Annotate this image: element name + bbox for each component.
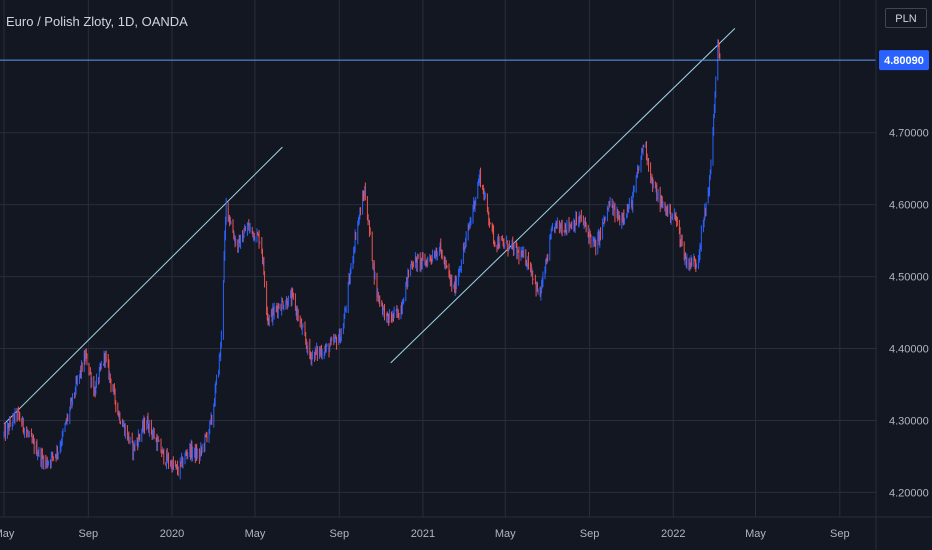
last-price-label: 4.80090 bbox=[879, 50, 929, 71]
candlestick-series bbox=[3, 39, 721, 480]
time-tick-label: May bbox=[0, 528, 15, 540]
time-tick-label: Sep bbox=[79, 528, 99, 540]
price-tick-label: 4.60000 bbox=[889, 200, 929, 212]
time-tick-label: 2020 bbox=[160, 528, 184, 540]
currency-button[interactable]: PLN bbox=[885, 8, 927, 28]
price-tick-label: 4.30000 bbox=[889, 415, 929, 427]
chart-grid bbox=[0, 0, 876, 517]
trendline-1[interactable] bbox=[3, 146, 283, 425]
chart-title: Euro / Polish Zloty, 1D, OANDA bbox=[6, 14, 188, 29]
time-tick-label: 2021 bbox=[411, 528, 435, 540]
last-price-value: 4.80090 bbox=[884, 55, 924, 67]
time-tick-label: Sep bbox=[830, 528, 850, 540]
price-tick-label: 4.20000 bbox=[889, 487, 929, 499]
trendline-2[interactable] bbox=[390, 28, 736, 364]
time-tick-label: Sep bbox=[580, 528, 600, 540]
time-tick-label: May bbox=[245, 528, 266, 540]
price-axis[interactable]: 4.20000 4.30000 4.40000 4.50000 4.60000 4.700… bbox=[889, 128, 929, 500]
price-tick-label: 4.70000 bbox=[889, 128, 929, 140]
time-tick-label: May bbox=[745, 528, 766, 540]
last-price-badge bbox=[879, 50, 929, 71]
time-axis[interactable]: May Sep 2020 May Sep 2021 May Sep 2022 May Sep bbox=[0, 528, 850, 540]
time-tick-label: May bbox=[495, 528, 516, 540]
price-tick-label: 4.40000 bbox=[889, 344, 929, 356]
price-tick-label: 4.50000 bbox=[889, 272, 929, 284]
time-tick-label: Sep bbox=[330, 528, 350, 540]
time-tick-label: 2022 bbox=[661, 528, 685, 540]
trendlines[interactable] bbox=[3, 28, 736, 425]
